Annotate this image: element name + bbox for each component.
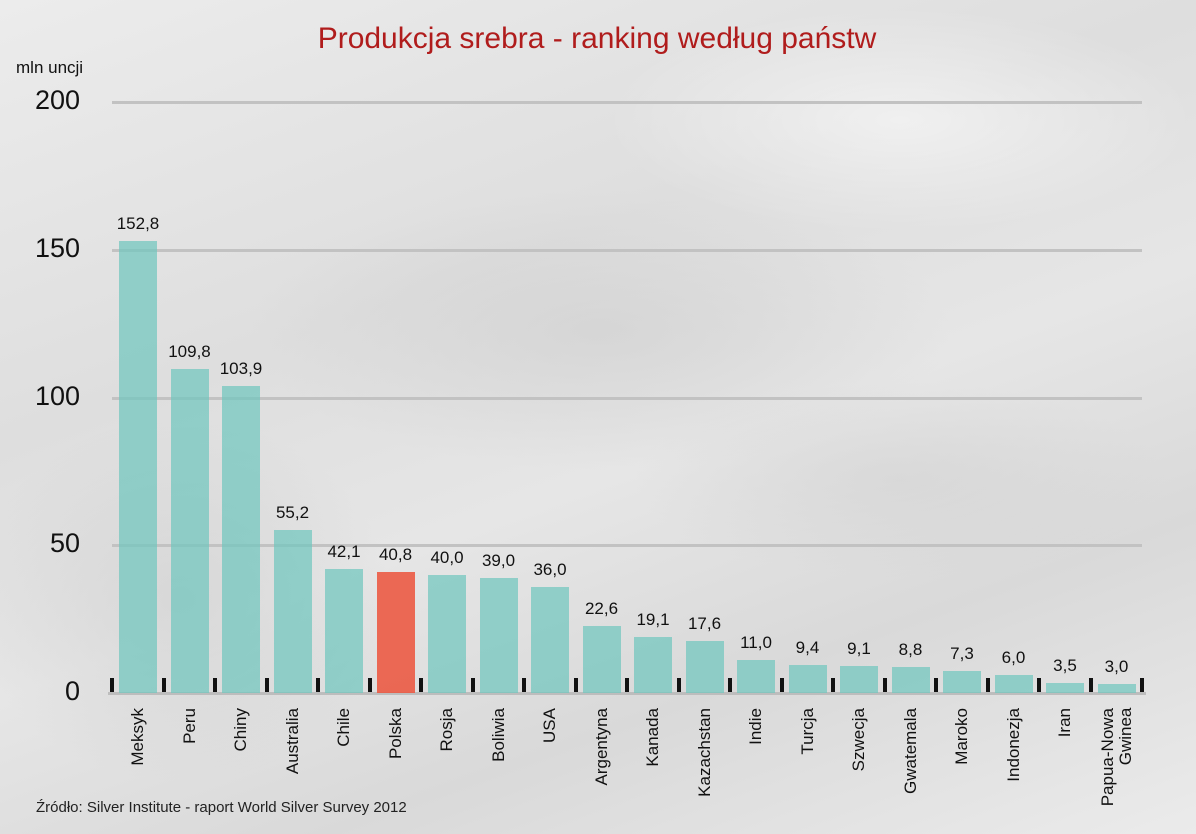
y-tick-label: 150 <box>34 232 80 263</box>
bar-value-label: 17,6 <box>687 613 722 633</box>
x-axis-tick <box>882 678 887 692</box>
source-note: Źródło: Silver Institute - raport World … <box>36 799 407 816</box>
y-tick-label: 200 <box>34 85 80 115</box>
x-axis-tick <box>985 678 990 692</box>
x-axis-tick <box>779 678 784 692</box>
x-axis-label: Papua-Nowa Gwinea <box>1097 708 1135 807</box>
bar-szwecja[interactable] <box>840 666 878 693</box>
bar-iran[interactable] <box>1046 682 1084 693</box>
bar-value-label: 109,8 <box>168 341 211 361</box>
x-axis-label: Argentyna <box>591 708 611 786</box>
x-axis-tick <box>1140 678 1144 692</box>
bar-value-label: 9,4 <box>795 638 820 658</box>
x-axis-label: Kazachstan <box>694 708 714 797</box>
bar-value-label: 22,6 <box>584 599 619 619</box>
x-axis-tick <box>419 678 423 692</box>
bar-chile[interactable] <box>325 568 363 693</box>
x-axis-tick <box>934 678 938 692</box>
bar-indie[interactable] <box>737 660 775 693</box>
x-axis-label: USA <box>540 708 559 743</box>
bar-meksyk[interactable] <box>119 241 157 693</box>
chart-title-text: Produkcja srebra - ranking według państw <box>317 22 877 55</box>
bar-value-label: 3,5 <box>1053 655 1077 675</box>
gridline-200 <box>112 101 1142 104</box>
bar-value-label: 6,0 <box>1001 648 1026 668</box>
x-axis-tick <box>367 678 372 692</box>
bar-turcja[interactable] <box>788 665 827 693</box>
gridline-50 <box>112 544 1142 548</box>
x-axis-label: Maroko <box>952 708 971 765</box>
x-axis-tick <box>676 678 681 692</box>
x-axis-label: Polska <box>385 708 405 760</box>
x-axis-tick <box>728 678 732 692</box>
x-axis-label: Chile <box>334 708 353 747</box>
x-axis-label: Australia <box>282 708 302 775</box>
bar-peru[interactable] <box>170 368 209 693</box>
gridline-100 <box>112 396 1142 400</box>
x-axis-label: Indonezja <box>1003 708 1023 782</box>
x-axis-tick <box>1037 678 1041 692</box>
bar-rosja[interactable] <box>428 574 466 693</box>
x-axis-label: Boliwia <box>488 708 508 762</box>
x-axis-label: Kanada <box>643 708 662 767</box>
x-axis-tick <box>161 678 166 692</box>
bar-value-label: 7,3 <box>950 644 974 664</box>
y-axis-unit-label: mln uncji <box>16 58 84 77</box>
x-axis-tick <box>625 678 629 692</box>
bar-papua-nowa-gwinea[interactable] <box>1097 684 1136 693</box>
bar-boliwia[interactable] <box>479 577 518 693</box>
bar-kazachstan[interactable] <box>685 640 724 693</box>
x-axis-tick <box>110 678 114 692</box>
x-axis-label: Gwatemala <box>900 708 920 794</box>
x-axis-tick <box>470 678 475 692</box>
bar-value-label: 9,1 <box>847 639 871 659</box>
x-axis-label: Rosja <box>437 708 456 752</box>
bar-polska[interactable] <box>376 572 415 693</box>
x-axis-label: Turcja <box>797 708 817 755</box>
y-tick-label: 0 <box>64 676 80 706</box>
bar-value-label: 8,8 <box>898 639 923 659</box>
bar-value-label: 39,0 <box>481 550 516 570</box>
bar-value-label: 36,0 <box>533 559 567 579</box>
bar-kanada[interactable] <box>634 636 672 693</box>
x-axis-label: Iran <box>1055 708 1074 738</box>
bar-value-label: 11,0 <box>740 633 772 653</box>
x-axis-tick <box>264 678 269 692</box>
x-axis-baseline <box>108 692 1146 695</box>
bar-value-label: 42,1 <box>327 541 361 561</box>
chart-title: Produkcja srebra - ranking według państw <box>0 22 1196 56</box>
x-axis-label: Peru <box>179 708 199 744</box>
x-axis-tick <box>831 678 835 692</box>
gridline-150 <box>112 248 1142 252</box>
x-axis-tick <box>316 678 320 692</box>
bar-value-label: 40,8 <box>378 545 413 565</box>
bar-usa[interactable] <box>531 586 569 693</box>
bar-chiny[interactable] <box>222 385 260 693</box>
x-axis-tick <box>573 678 578 692</box>
bar-australia[interactable] <box>273 529 312 693</box>
bar-value-label: 152,8 <box>116 214 160 234</box>
bar-value-label: 19,1 <box>636 609 670 629</box>
bar-value-label: 40,0 <box>430 547 464 567</box>
bar-maroko[interactable] <box>943 671 981 693</box>
y-tick-label: 100 <box>34 380 80 411</box>
y-tick-label: 50 <box>49 528 80 559</box>
bar-argentyna[interactable] <box>582 626 621 693</box>
x-axis-label: Szwecja <box>849 708 868 772</box>
x-axis-label: Indie <box>746 708 765 745</box>
bar-gwatemala[interactable] <box>891 666 930 693</box>
x-axis-tick <box>522 678 526 692</box>
x-axis-label: Chiny <box>231 708 250 752</box>
bar-indonezja[interactable] <box>994 675 1033 693</box>
bar-value-label: 55,2 <box>275 502 310 522</box>
bar-value-label: 3,0 <box>1104 657 1129 677</box>
x-axis-tick <box>213 678 217 692</box>
x-axis-tick <box>1088 678 1093 692</box>
bar-value-label: 103,9 <box>219 358 263 378</box>
x-axis-label: Meksyk <box>128 708 147 766</box>
